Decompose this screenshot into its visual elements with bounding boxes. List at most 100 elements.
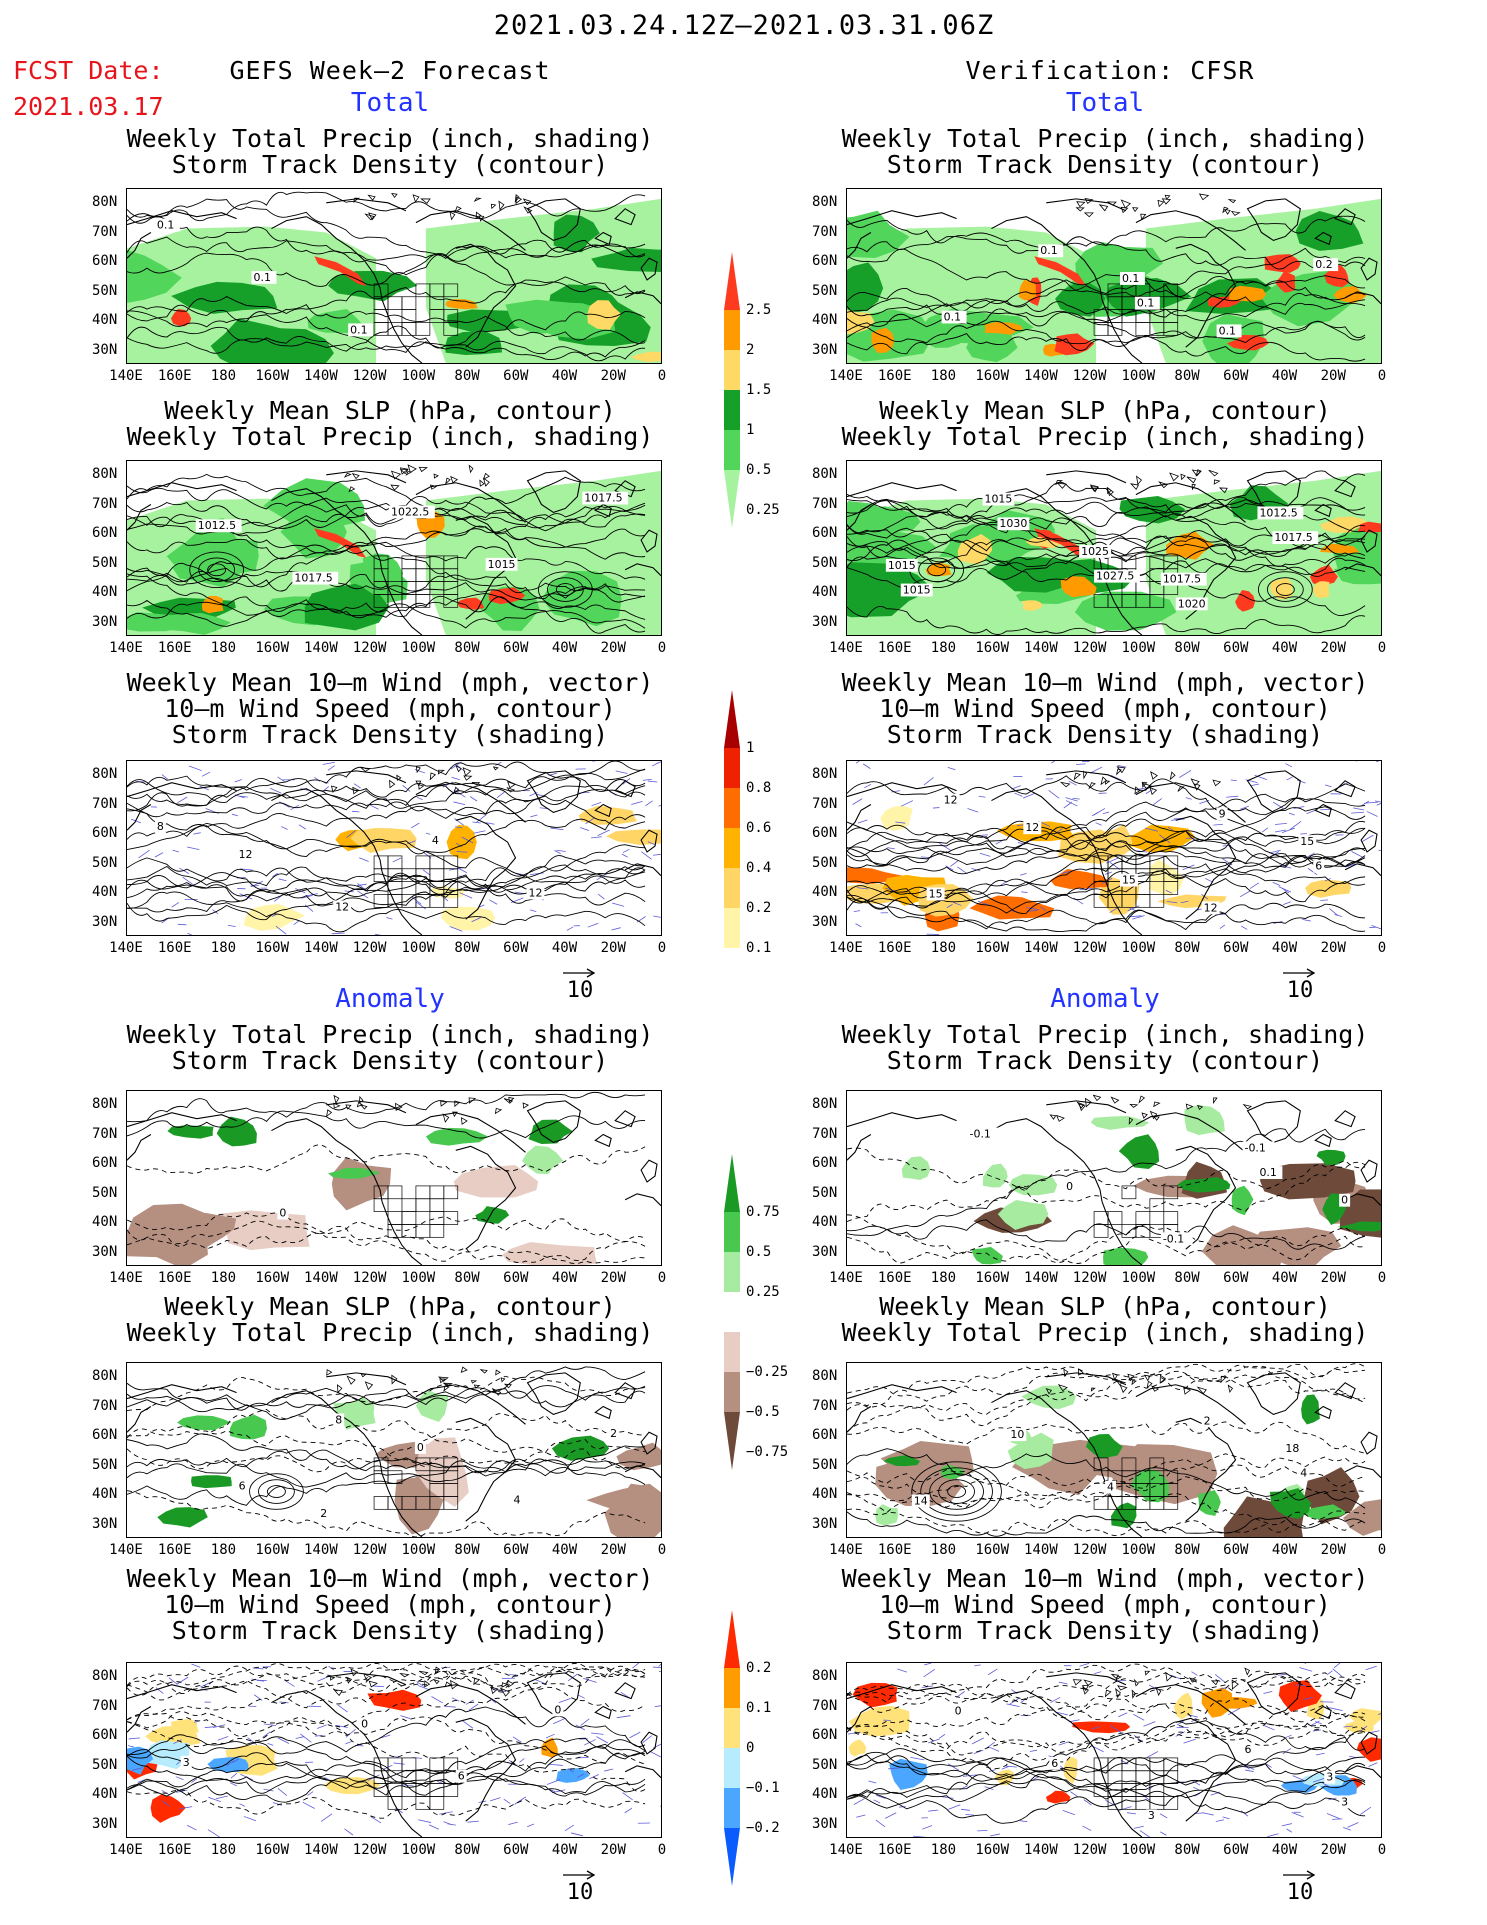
lat-tick-label: 50N [812, 282, 838, 299]
map-verif-anom-wind: 3 0 6 3 6 3 80N 70N 60N 50N 40N 30N 140E 160E 180 160W 1… [812, 1662, 1386, 1858]
map-fcst-anom-slp-precip: 2 0 4 2 6 8 80N 70N 60N 50N 40N 30N 140E 160E 180 160W 1… [92, 1362, 666, 1558]
lon-tick-label: 180 [930, 1270, 957, 1286]
contour-label: 12 [1201, 901, 1220, 914]
lon-tick-label: 140E [109, 368, 143, 384]
lon-tick-label: 120W [1072, 1842, 1107, 1858]
lon-tick-label: 160W [255, 1270, 290, 1286]
colorbar-swatch [724, 1252, 740, 1292]
map-fcst-anom-wind: 0 6 0 3 80N 70N 60N 50N 40N 30N 140E 160E 180 160W 140… [92, 1662, 666, 1858]
contour-label: 10 [1008, 1428, 1027, 1441]
contour-label: 6 [455, 1770, 467, 1783]
lat-tick-label: 50N [92, 854, 118, 871]
lat-tick-label: 40N [812, 1214, 838, 1230]
lon-tick-label: 0 [657, 368, 667, 384]
contour-label: 1012.5 [1257, 506, 1304, 519]
lat-tick-label: 50N [92, 1756, 118, 1773]
lat-tick-label: 70N [92, 495, 118, 512]
lon-tick-label: 140E [829, 640, 863, 656]
lat-tick-label: 50N [92, 282, 118, 299]
lon-tick-label: 60W [503, 1842, 529, 1858]
svg-text:0: 0 [279, 1207, 286, 1220]
colorbar-label: 0.4 [746, 860, 772, 876]
lat-tick-label: 40N [812, 584, 838, 600]
contour-label: 8 [333, 1413, 345, 1426]
colorbar-label: −0.2 [746, 1820, 780, 1836]
lat-tick-label: 30N [812, 1515, 838, 1532]
svg-text:1022.5: 1022.5 [391, 505, 429, 518]
lat-tick-label: 80N [812, 466, 838, 482]
contour-label: 0.2 [1313, 258, 1339, 271]
lon-tick-label: 60W [1223, 940, 1249, 956]
svg-text:4: 4 [432, 834, 439, 847]
lon-tick-label: 160E [877, 1842, 912, 1858]
svg-text:8: 8 [157, 820, 164, 833]
svg-text:6: 6 [458, 1770, 465, 1783]
lat-tick-label: 30N [92, 613, 118, 630]
colorbar-swatch [724, 690, 740, 748]
colorbar-label: 0.5 [746, 462, 772, 478]
svg-text:1015: 1015 [984, 493, 1012, 506]
lon-tick-label: 160W [975, 1542, 1010, 1558]
lon-tick-label: 180 [930, 1842, 957, 1858]
lon-tick-label: 60W [1223, 368, 1249, 384]
contour-label: 12 [941, 794, 960, 806]
lon-tick-label: 100W [1121, 640, 1156, 656]
lon-tick-label: 140W [1024, 1542, 1058, 1558]
svg-text:1015: 1015 [888, 559, 916, 572]
lat-tick-label: 70N [92, 223, 118, 240]
contour-label: 1012.5 [195, 519, 242, 532]
contour-label: 2 [318, 1507, 330, 1520]
svg-text:0: 0 [1341, 1194, 1348, 1207]
lon-tick-label: 160W [975, 368, 1010, 384]
lat-tick-label: 50N [92, 554, 118, 571]
svg-text:1017.5: 1017.5 [584, 492, 622, 505]
svg-text:12: 12 [1204, 901, 1218, 914]
title-verif-slp-precip: Weekly Mean SLP (hPa, contour) Weekly Tot… [841, 396, 1369, 451]
lon-tick-label: 180 [210, 940, 237, 956]
contour-label: 1015 [485, 558, 518, 571]
contour-label: 1025 [1079, 545, 1112, 558]
lon-tick-label: 140E [829, 1542, 863, 1558]
lat-tick-label: 30N [92, 1515, 118, 1532]
svg-text:12: 12 [239, 848, 253, 861]
colorbar-swatch [724, 350, 740, 390]
lat-tick-label: 60N [92, 1427, 118, 1443]
lon-tick-label: 40W [1271, 1542, 1298, 1558]
title-verif-anom-precip-storm: Weekly Total Precip (inch, shading) Storm… [841, 1020, 1369, 1075]
colorbar-label: 0 [746, 1740, 755, 1756]
lat-tick-label: 80N [92, 1668, 118, 1684]
colorbar-swatch [724, 1828, 740, 1886]
lat-tick-label: 60N [812, 1155, 838, 1171]
lon-tick-label: 20W [1320, 640, 1346, 656]
svg-text:12: 12 [1025, 821, 1039, 834]
svg-text:14: 14 [914, 1494, 928, 1507]
colorbar-swatch [724, 1412, 740, 1470]
contour-label: 15 [926, 887, 945, 900]
contour-label: 3 [1339, 1795, 1351, 1808]
colorbar-swatch [724, 1668, 740, 1708]
lon-tick-label: 60W [1223, 1270, 1249, 1286]
colorbar-swatch [724, 310, 740, 350]
lat-tick-label: 60N [92, 1727, 118, 1743]
contour-label: -0.1 [967, 1128, 1000, 1140]
svg-text:6: 6 [1315, 860, 1322, 873]
svg-text:1012.5: 1012.5 [198, 519, 236, 532]
lon-tick-label: 140W [1024, 640, 1058, 656]
colorbar-swatch [724, 1708, 740, 1748]
contour-label: 3 [180, 1756, 192, 1769]
map-verif-wind: 12 15 15 12 15 9 6 12 80N 70N 60N 50N 40N 30N 140E 160E… [812, 760, 1386, 956]
lon-tick-label: 100W [1121, 1842, 1156, 1858]
contour-label: 12 [333, 900, 352, 913]
lon-tick-label: 160E [157, 940, 192, 956]
lon-tick-label: 140W [304, 368, 338, 384]
lat-tick-label: 70N [812, 223, 838, 240]
contour-label: 2 [608, 1427, 620, 1440]
map-canvas: 0.1 0.1 0.2 0.1 0.1 0.1 [846, 188, 1382, 364]
contour-label: 1030 [997, 517, 1030, 530]
svg-text:0.1: 0.1 [157, 219, 174, 232]
lat-tick-label: 80N [812, 194, 838, 210]
svg-text:1030: 1030 [999, 517, 1027, 530]
svg-text:1017.5: 1017.5 [1274, 531, 1312, 544]
right-column-title: Verification: CFSR [965, 56, 1255, 85]
lat-tick-label: 70N [92, 795, 118, 812]
